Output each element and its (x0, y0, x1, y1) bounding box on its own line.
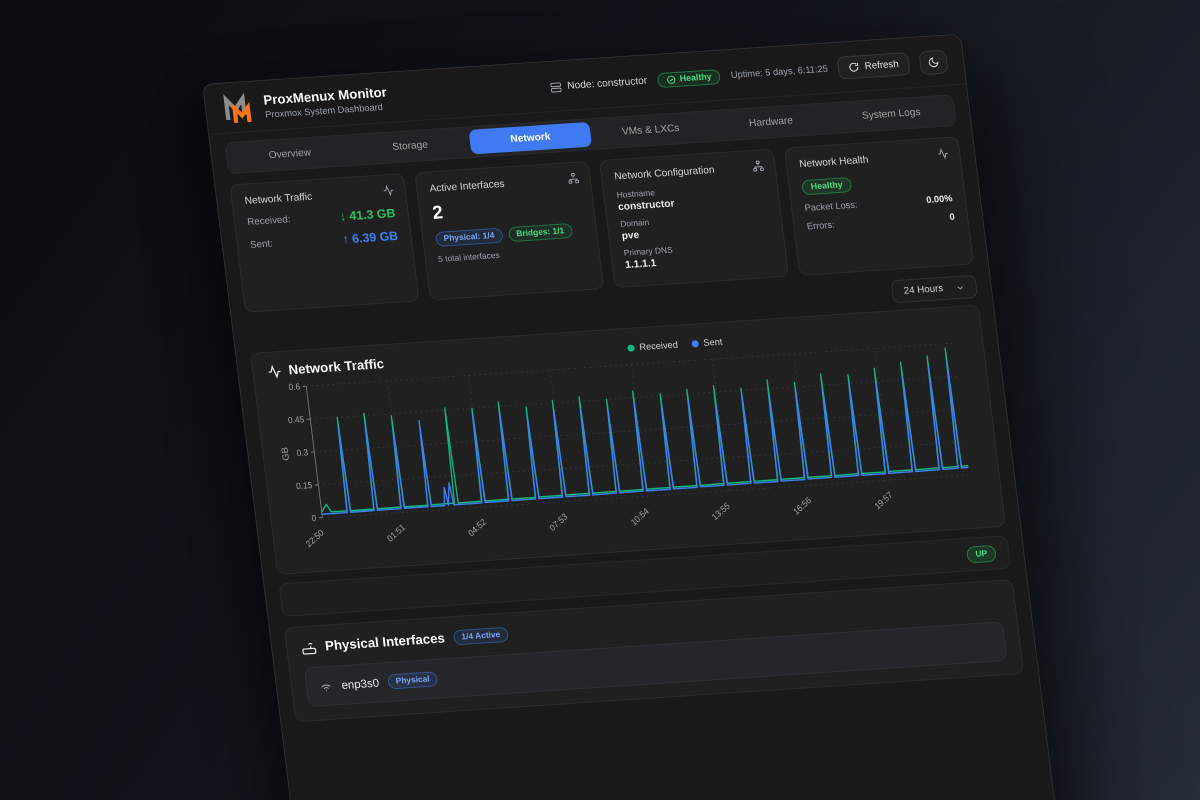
svg-text:GB: GB (280, 447, 291, 461)
chart-controls: 24 Hours (246, 274, 978, 346)
packet-loss-row: Packet Loss: 0.00% (804, 193, 953, 213)
health-card-status-badge: Healthy (801, 177, 853, 196)
topbar-right: Node: constructor Healthy Uptime: 5 days… (549, 49, 949, 99)
theme-toggle-button[interactable] (918, 49, 949, 75)
svg-text:22:50: 22:50 (304, 527, 326, 549)
activity-icon (937, 147, 950, 160)
sent-row: Sent: ↑ 6.39 GB (249, 228, 399, 252)
sent-label: Sent: (249, 238, 274, 251)
active-interfaces-card: Active Interfaces 2 Physical: 1/4 Bridge… (414, 160, 605, 301)
active-interfaces-title: Active Interfaces (428, 178, 506, 195)
tab-overview[interactable]: Overview (268, 147, 312, 161)
header: ProxMenux Monitor Proxmox System Dashboa… (202, 34, 966, 135)
network-health-title: Network Health (798, 154, 870, 170)
tab-network[interactable]: Network (468, 121, 593, 155)
network-nodes-icon (567, 172, 580, 184)
interface-row-enp3s0[interactable]: enp3s0 Physical (303, 621, 1008, 708)
svg-text:0.15: 0.15 (295, 480, 313, 491)
node-label: Node: constructor (566, 75, 648, 92)
packet-loss-value: 0.00% (925, 193, 954, 206)
bridges-count-badge: Bridges: 1/1 (507, 223, 574, 243)
dashboard-window: ProxMenux Monitor Proxmox System Dashboa… (202, 33, 1058, 800)
svg-text:10:54: 10:54 (629, 506, 651, 528)
network-configuration-title: Network Configuration (613, 164, 716, 183)
proxmenux-logo-icon (220, 92, 257, 124)
received-label: Received: (246, 214, 292, 228)
interface-badges: Physical: 1/4 Bridges: 1/1 (434, 222, 585, 247)
tab-vms-lxcs[interactable]: VMs & LXCs (621, 123, 681, 138)
svg-text:07:53: 07:53 (547, 511, 569, 533)
check-circle-icon (666, 74, 677, 84)
wifi-icon (319, 679, 334, 693)
network-tree-icon (752, 160, 765, 172)
legend-received-dot (627, 343, 636, 352)
time-range-select[interactable]: 24 Hours (890, 274, 978, 304)
network-configuration-card: Network Configuration Hostname construct… (599, 148, 790, 289)
physical-interfaces-title: Physical Interfaces (324, 631, 446, 654)
svg-text:13:55: 13:55 (710, 500, 732, 522)
legend-received: Received (627, 339, 678, 353)
node-chip: Node: constructor (550, 75, 648, 93)
errors-row: Errors: 0 (806, 212, 955, 232)
refresh-icon (848, 62, 860, 73)
errors-value: 0 (948, 211, 956, 223)
uptime-label: Uptime: 5 days, 6:11:25 (730, 63, 829, 81)
svg-text:01:51: 01:51 (385, 522, 407, 544)
svg-text:0.3: 0.3 (296, 447, 309, 458)
network-traffic-chart-card: Network Traffic Received Sent 0 0.15 0.3 0.… (250, 304, 1007, 575)
traffic-line-chart: 0 0.15 0.3 0.45 0.6 22:50 01:51 04:52 07:53 10:54… (280, 342, 969, 549)
chart-title: Network Traffic (267, 357, 385, 380)
physical-count-badge: Physical: 1/4 (434, 227, 504, 247)
interface-name: enp3s0 (340, 676, 380, 692)
health-status-badge: Healthy (656, 68, 722, 88)
moon-icon (927, 56, 940, 68)
received-value: ↓ 41.3 GB (338, 205, 397, 224)
physical-interfaces-header: Physical Interfaces 1/4 Active (300, 594, 1001, 655)
physical-active-badge: 1/4 Active (452, 626, 510, 646)
svg-text:16:56: 16:56 (791, 495, 813, 517)
active-interfaces-count: 2 (431, 202, 445, 224)
legend-sent-dot (691, 339, 700, 348)
tab-system-logs[interactable]: System Logs (861, 107, 922, 122)
errors-label: Errors: (806, 219, 836, 233)
total-interfaces-note: 5 total interfaces (437, 250, 501, 265)
svg-text:04:52: 04:52 (466, 516, 488, 538)
legend-sent: Sent (691, 336, 723, 349)
received-row: Received: ↓ 41.3 GB (246, 205, 397, 230)
interface-type-badge: Physical (386, 671, 439, 690)
tab-hardware[interactable]: Hardware (748, 115, 794, 129)
sent-value: ↑ 6.39 GB (341, 228, 399, 247)
tab-storage[interactable]: Storage (391, 139, 429, 153)
packet-loss-label: Packet Loss: (803, 199, 859, 214)
chart-header: Network Traffic Received Sent (267, 318, 968, 379)
router-icon (300, 640, 317, 656)
network-health-card: Network Health Healthy Packet Loss: 0.00… (783, 136, 974, 276)
up-status-badge: UP (965, 544, 997, 564)
header-titles: ProxMenux Monitor Proxmox System Dashboa… (263, 85, 390, 120)
refresh-button[interactable]: Refresh (837, 52, 911, 80)
svg-text:0.45: 0.45 (287, 414, 305, 425)
svg-text:19:57: 19:57 (873, 489, 895, 511)
physical-interfaces-card: Physical Interfaces 1/4 Active enp3s0 Ph… (283, 579, 1025, 723)
server-icon (550, 81, 563, 93)
network-traffic-card: Network Traffic Received: ↓ 41.3 GB Sent… (229, 173, 420, 313)
svg-text:0: 0 (311, 513, 317, 524)
summary-cards: Network Traffic Received: ↓ 41.3 GB Sent… (229, 136, 974, 313)
svg-text:0.6: 0.6 (288, 381, 301, 392)
chevron-down-icon (955, 282, 966, 292)
network-traffic-card-title: Network Traffic (244, 191, 313, 207)
activity-icon (382, 184, 395, 197)
activity-icon (267, 364, 283, 379)
